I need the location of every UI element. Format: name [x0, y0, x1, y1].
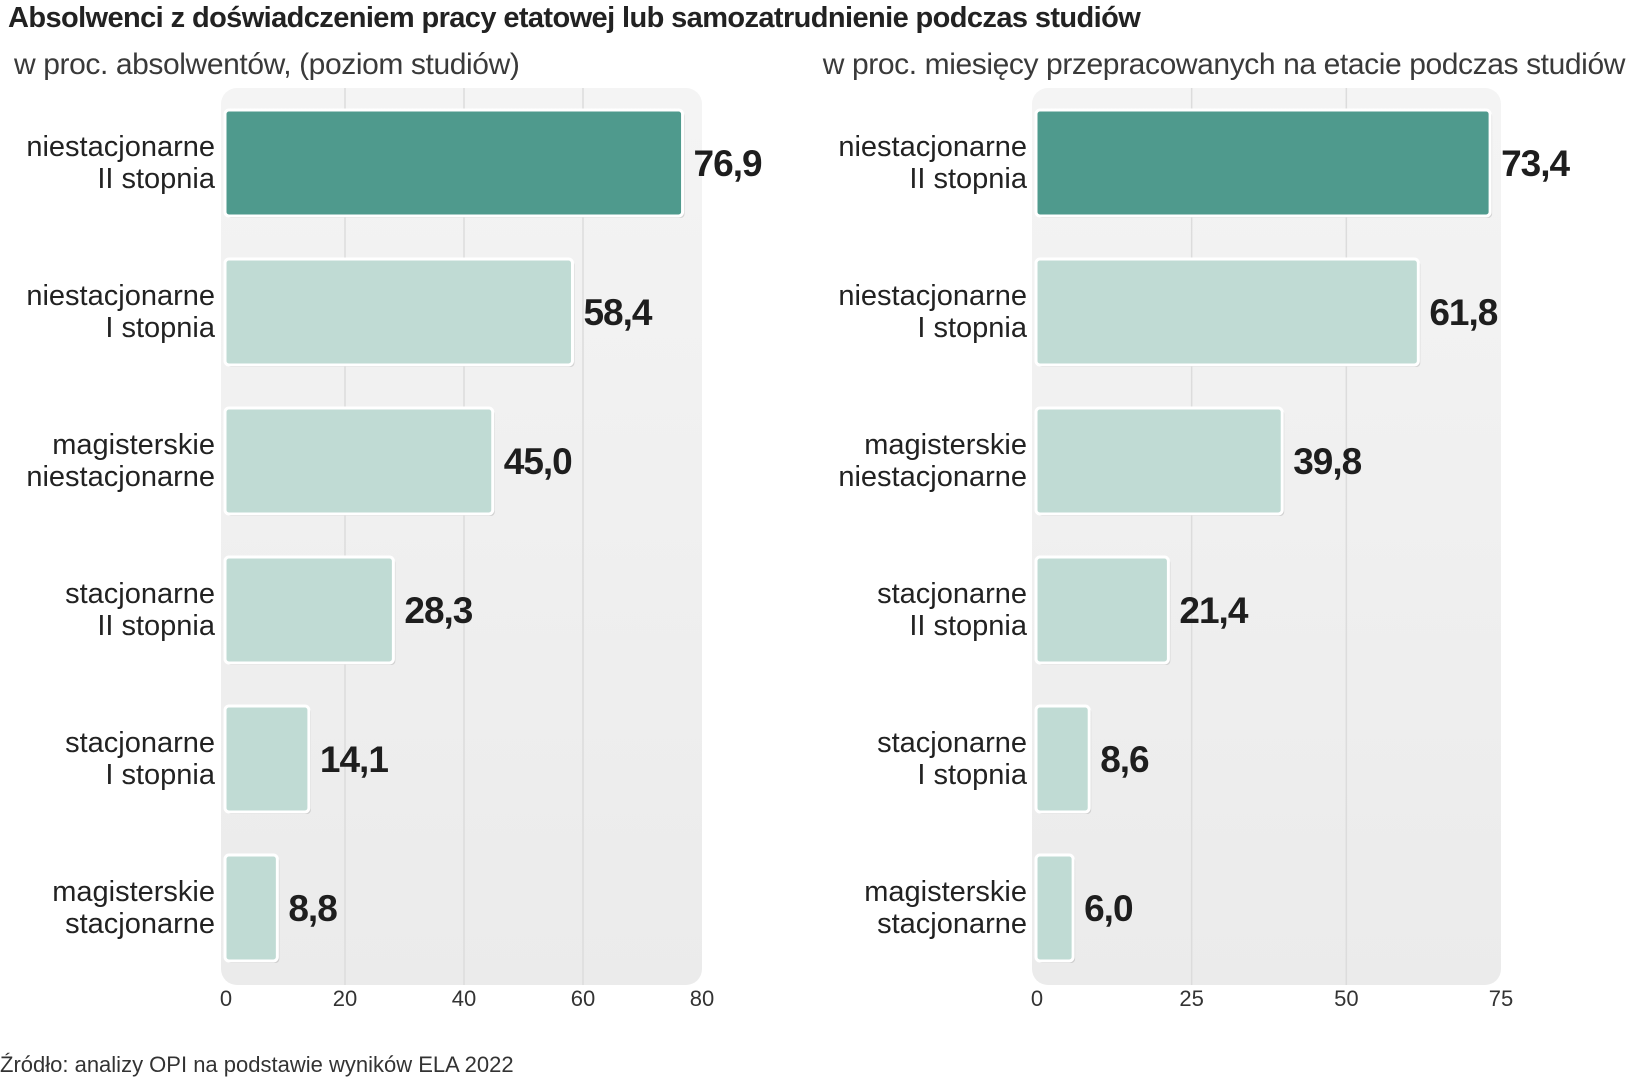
left-value-label: 76,9	[694, 143, 762, 184]
left-value-label: 58,4	[583, 292, 652, 333]
left-category-label: niestacjonarne	[26, 131, 215, 163]
left-category-label: I stopnia	[105, 312, 215, 344]
left-tick-label: 0	[220, 986, 232, 1011]
left-bar	[223, 406, 495, 516]
right-bar	[1034, 108, 1492, 218]
right-tick-label: 0	[1031, 986, 1043, 1011]
left-tick-label: 80	[690, 986, 714, 1011]
left-bar	[223, 108, 685, 218]
left-category-label: stacjonarne	[65, 578, 215, 610]
right-category-label: magisterskie	[864, 876, 1027, 908]
left-category-label: niestacjonarne	[26, 280, 215, 312]
right-category-label: II stopnia	[909, 163, 1028, 195]
left-tick-label: 40	[452, 986, 476, 1011]
right-value-label: 8,6	[1100, 739, 1149, 780]
right-category-label: II stopnia	[909, 610, 1028, 642]
left-bar	[223, 704, 311, 814]
right-category-label: niestacjonarne	[838, 131, 1027, 163]
right-value-label: 61,8	[1429, 292, 1497, 333]
left-category-label: stacjonarne	[65, 908, 215, 940]
right-tick-label: 50	[1334, 986, 1358, 1011]
left-bar	[223, 555, 395, 665]
right-category-label: I stopnia	[917, 759, 1027, 791]
right-bar	[1034, 406, 1284, 516]
left-chart-subtitle: w proc. absolwentów, (poziom studiów)	[14, 48, 520, 81]
right-tick-label: 75	[1489, 986, 1513, 1011]
right-value-label: 39,8	[1293, 441, 1361, 482]
right-category-label: niestacjonarne	[838, 461, 1027, 493]
right-value-label: 73,4	[1501, 143, 1570, 184]
right-bar	[1034, 853, 1075, 963]
right-bar	[1034, 257, 1420, 367]
left-category-label: magisterskie	[52, 876, 215, 908]
right-category-label: niestacjonarne	[838, 280, 1027, 312]
right-category-label: stacjonarne	[877, 908, 1027, 940]
right-bar	[1034, 704, 1091, 814]
right-chart-subtitle: w proc. miesięcy przepracowanych na etac…	[822, 48, 1626, 81]
right-plot-area	[1032, 88, 1501, 985]
left-value-label: 14,1	[320, 739, 388, 780]
right-tick-label: 25	[1179, 986, 1203, 1011]
left-category-label: I stopnia	[105, 759, 215, 791]
right-category-label: stacjonarne	[877, 578, 1027, 610]
left-category-label: stacjonarne	[65, 727, 215, 759]
left-bar	[223, 257, 574, 367]
left-category-label: magisterskie	[52, 429, 215, 461]
left-category-label: II stopnia	[97, 163, 216, 195]
left-value-label: 45,0	[504, 441, 572, 482]
right-category-label: stacjonarne	[877, 727, 1027, 759]
right-category-label: I stopnia	[917, 312, 1027, 344]
right-bar	[1034, 555, 1170, 665]
right-value-label: 6,0	[1084, 888, 1133, 929]
left-plot-area	[221, 88, 702, 985]
chart-title: Absolwenci z doświadczeniem pracy etatow…	[8, 2, 1141, 34]
left-value-label: 28,3	[404, 590, 472, 631]
right-value-label: 21,4	[1179, 590, 1248, 631]
source-note: Źródło: analizy OPI na podstawie wyników…	[0, 1052, 514, 1077]
left-tick-label: 20	[333, 986, 357, 1011]
right-category-label: magisterskie	[864, 429, 1027, 461]
left-tick-label: 60	[571, 986, 595, 1011]
left-value-label: 8,8	[288, 888, 337, 929]
left-category-label: niestacjonarne	[26, 461, 215, 493]
left-bar	[223, 853, 279, 963]
left-category-label: II stopnia	[97, 610, 216, 642]
